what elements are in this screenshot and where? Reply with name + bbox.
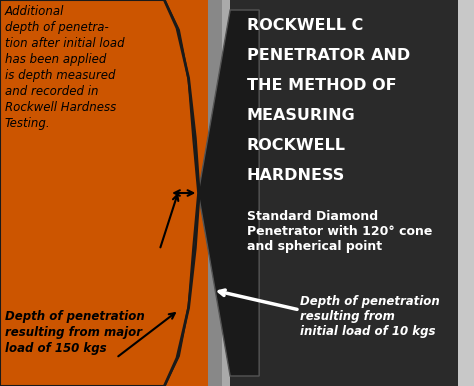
FancyBboxPatch shape — [213, 0, 458, 386]
Polygon shape — [198, 10, 259, 376]
FancyBboxPatch shape — [208, 0, 222, 386]
Text: MEASURING: MEASURING — [246, 108, 356, 123]
Text: PENETRATOR AND: PENETRATOR AND — [246, 48, 410, 63]
Text: ROCKWELL C: ROCKWELL C — [246, 18, 363, 33]
Polygon shape — [0, 0, 198, 386]
FancyBboxPatch shape — [222, 0, 230, 386]
Text: Depth of penetration
resulting from
initial load of 10 kgs: Depth of penetration resulting from init… — [300, 295, 439, 338]
FancyBboxPatch shape — [0, 0, 213, 386]
Text: Standard Diamond
Penetrator with 120° cone
and spherical point: Standard Diamond Penetrator with 120° co… — [246, 210, 432, 253]
Text: ROCKWELL: ROCKWELL — [246, 138, 346, 153]
Text: HARDNESS: HARDNESS — [246, 168, 345, 183]
Text: THE METHOD OF: THE METHOD OF — [246, 78, 396, 93]
Text: Depth of penetration
resulting from major
load of 150 kgs: Depth of penetration resulting from majo… — [5, 310, 145, 355]
Text: Additional
depth of penetra-
tion after initial load
has been applied
is depth m: Additional depth of penetra- tion after … — [5, 5, 125, 130]
